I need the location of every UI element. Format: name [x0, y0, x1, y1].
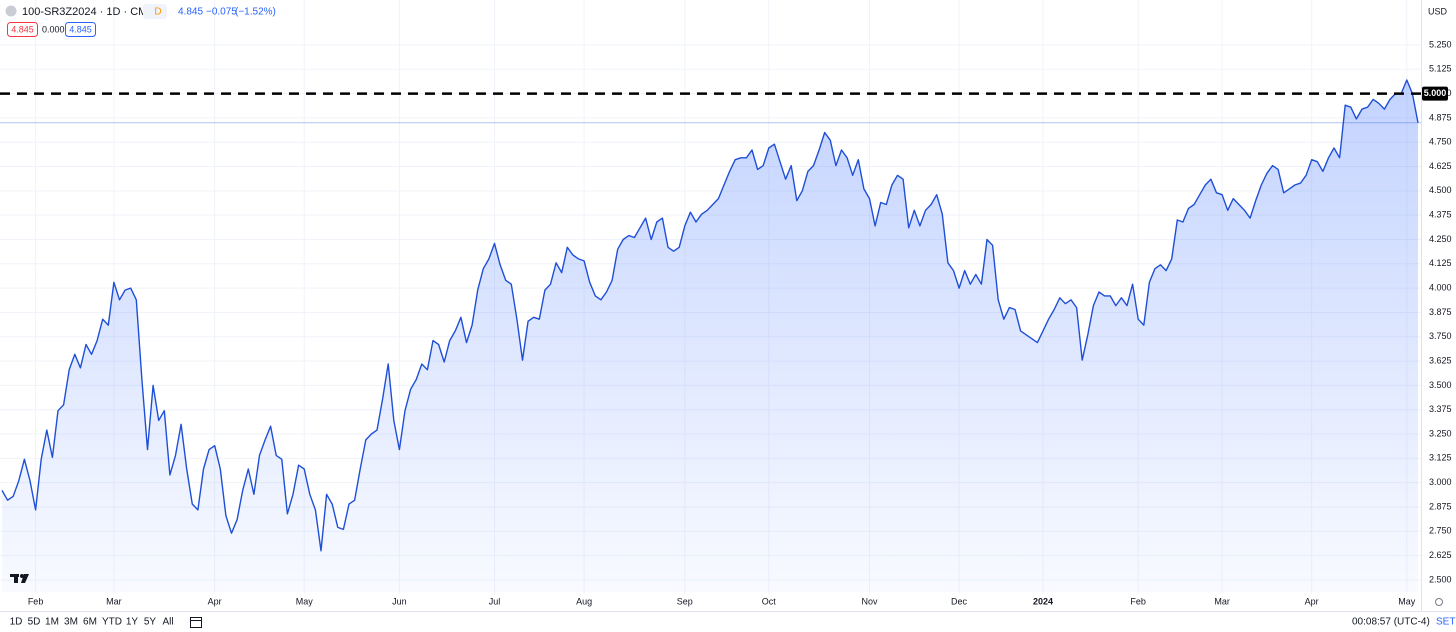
x-tick-label: Mar: [1214, 596, 1230, 606]
y-tick-label: 4.875: [1429, 112, 1452, 122]
y-tick-label: 3.750: [1429, 331, 1452, 341]
x-tick-label: Nov: [862, 596, 879, 606]
ask: 4.845: [69, 24, 92, 34]
reference-label-bg: [1422, 86, 1448, 101]
price-line: [1, 79, 1419, 552]
y-tick-label: 5.125: [1429, 64, 1452, 74]
axes: 2.500 2.625 2.750 2.875 3.000 3.125 3.250 3.375…: [28, 39, 1452, 606]
x-tick-label: Apr: [208, 596, 222, 606]
badge-bg: [143, 4, 167, 19]
range-button[interactable]: 5Y: [144, 617, 157, 628]
y-tick-label: 3.250: [1429, 428, 1452, 438]
y-tick-label: 2.875: [1429, 501, 1452, 511]
y-tick-label: 4.250: [1429, 234, 1452, 244]
bid-box: [7, 22, 38, 37]
y-tick-label: 3.500: [1429, 380, 1452, 390]
bid: 4.845: [11, 24, 34, 34]
x-tick-label: Jun: [392, 596, 407, 606]
range-button[interactable]: YTD: [102, 617, 122, 628]
date-range-icon[interactable]: [190, 617, 202, 628]
range-button[interactable]: 1Y: [126, 617, 139, 628]
area-fill: [2, 80, 1418, 592]
last-price: 4.845: [178, 7, 203, 18]
x-tick-label: Dec: [951, 596, 968, 606]
range-button[interactable]: All: [162, 617, 173, 628]
y-tick-label: 4.750: [1429, 137, 1452, 147]
adjust-button[interactable]: SET: [1436, 617, 1455, 628]
y-tick-label: 3.000: [1429, 477, 1452, 487]
x-tick-label: Aug: [576, 596, 592, 606]
clock: 00:08:57 (UTC-4): [1352, 617, 1430, 628]
range-button[interactable]: 5D: [28, 617, 41, 628]
plot: [0, 79, 1421, 592]
y-tick-label: 4.125: [1429, 258, 1452, 268]
y-tick-label: 2.500: [1429, 574, 1452, 584]
y-tick-label: 5.250: [1429, 39, 1452, 49]
currency: USD: [1428, 6, 1448, 16]
settings-icon[interactable]: [1435, 598, 1443, 606]
y-tick-label: 3.625: [1429, 355, 1452, 365]
change: −0.075: [206, 7, 237, 18]
y-tick-label: 4.375: [1429, 210, 1452, 220]
symbol-icon: [5, 5, 17, 17]
logo: [10, 574, 29, 583]
y-tick-label: 4.625: [1429, 161, 1452, 171]
x-tick-label: May: [1398, 596, 1416, 606]
y-tick-label: 3.125: [1429, 453, 1452, 463]
reference-label: 5.000: [1424, 88, 1447, 98]
range-button[interactable]: 3M: [64, 617, 78, 628]
interval-badge: D: [154, 7, 161, 18]
range-button[interactable]: 6M: [83, 617, 97, 628]
x-tick-label: Sep: [677, 596, 693, 606]
x-tick-label: Feb: [1130, 596, 1146, 606]
y-tick-label: 4.000: [1429, 282, 1452, 292]
x-tick-label: 2024: [1033, 596, 1053, 606]
toolbar: 1D 5D 1M 3M 6M YTD 1Y 5Y All: [10, 617, 174, 628]
y-tick-label: 2.750: [1429, 526, 1452, 536]
x-tick-label: Mar: [106, 596, 122, 606]
range-button[interactable]: 1D: [10, 617, 23, 628]
change-percent: (−1.52%): [235, 7, 276, 18]
y-tick-label: 3.875: [1429, 307, 1452, 317]
y-tick-label: 2.625: [1429, 550, 1452, 560]
x-tick-label: Apr: [1305, 596, 1319, 606]
y-tick-label: 4.500: [1429, 185, 1452, 195]
symbol-title: 100-SR3Z2024 · 1D · CME: [22, 6, 155, 18]
spread: 0.000: [42, 24, 65, 34]
x-tick-label: Jul: [489, 596, 501, 606]
ask-box: [65, 22, 96, 37]
y-tick-label: 3.375: [1429, 404, 1452, 414]
range-button[interactable]: 1M: [45, 617, 59, 628]
x-tick-label: Oct: [762, 596, 777, 606]
x-tick-label: May: [296, 596, 314, 606]
x-tick-label: Feb: [28, 596, 44, 606]
